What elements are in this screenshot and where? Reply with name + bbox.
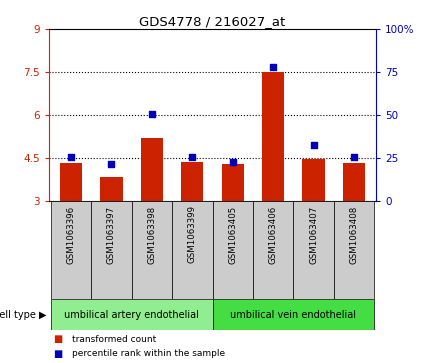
Bar <box>253 201 293 299</box>
Point <box>270 64 277 70</box>
Text: umbilical artery endothelial: umbilical artery endothelial <box>64 310 199 320</box>
Bar <box>91 201 132 299</box>
Bar <box>303 159 325 201</box>
Text: transformed count: transformed count <box>72 335 156 344</box>
Text: GSM1063399: GSM1063399 <box>188 205 197 264</box>
Bar <box>172 201 212 299</box>
Point <box>148 111 155 117</box>
Text: percentile rank within the sample: percentile rank within the sample <box>72 349 225 358</box>
Bar <box>51 299 212 330</box>
Bar <box>262 72 284 201</box>
Bar <box>51 201 91 299</box>
Point <box>310 142 317 147</box>
Point <box>68 154 74 160</box>
Bar <box>141 138 163 201</box>
Bar <box>293 201 334 299</box>
Bar <box>132 201 172 299</box>
Text: GSM1063406: GSM1063406 <box>269 205 278 264</box>
Text: umbilical vein endothelial: umbilical vein endothelial <box>230 310 356 320</box>
Point <box>351 154 357 160</box>
Text: GSM1063408: GSM1063408 <box>349 205 358 264</box>
Bar <box>212 201 253 299</box>
Point <box>108 160 115 166</box>
Text: cell type ▶: cell type ▶ <box>0 310 47 320</box>
Text: GSM1063407: GSM1063407 <box>309 205 318 264</box>
Bar <box>343 163 365 201</box>
Point <box>230 159 236 165</box>
Text: GSM1063398: GSM1063398 <box>147 205 156 264</box>
Text: GSM1063405: GSM1063405 <box>228 205 237 264</box>
Point <box>189 154 196 160</box>
Text: GSM1063396: GSM1063396 <box>67 205 76 264</box>
Text: ■: ■ <box>53 349 62 359</box>
Bar <box>100 177 122 201</box>
Bar <box>60 163 82 201</box>
Bar <box>221 164 244 201</box>
Bar <box>181 162 204 201</box>
Bar <box>212 299 374 330</box>
Text: GSM1063397: GSM1063397 <box>107 205 116 264</box>
Title: GDS4778 / 216027_at: GDS4778 / 216027_at <box>139 15 286 28</box>
Bar <box>334 201 374 299</box>
Text: ■: ■ <box>53 334 62 344</box>
